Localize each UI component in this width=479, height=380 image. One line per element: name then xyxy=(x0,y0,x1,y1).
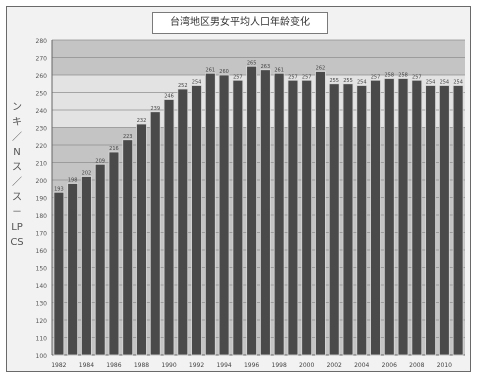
y-tick-label: 110 xyxy=(36,336,48,343)
y-tick-label: 120 xyxy=(36,318,48,325)
y-tick-label: 150 xyxy=(36,266,48,273)
y-tick-label: 180 xyxy=(36,213,48,220)
chart-title: 台湾地区男女平均人口年龄变化 xyxy=(152,12,328,34)
data-label: 255 xyxy=(343,78,353,84)
x-tick-label: 1994 xyxy=(216,362,231,369)
x-tick-label: 2010 xyxy=(437,362,452,369)
bar xyxy=(177,88,189,356)
bar xyxy=(246,65,257,356)
data-label: 258 xyxy=(398,73,408,79)
data-label: 255 xyxy=(329,78,339,84)
x-tick-label: 2000 xyxy=(299,362,314,369)
y-tick-label: 240 xyxy=(36,108,48,115)
data-label: 198 xyxy=(68,178,78,184)
bar xyxy=(218,74,230,356)
data-label: 261 xyxy=(206,67,216,73)
x-tick-label: 2008 xyxy=(409,362,424,369)
bar xyxy=(425,85,436,356)
data-label: 254 xyxy=(192,80,202,86)
x-tick-label: 1986 xyxy=(106,362,121,369)
y-tick-label: 250 xyxy=(36,91,48,98)
y-tick-label: 170 xyxy=(36,231,48,238)
y-tick-label: 140 xyxy=(36,283,48,290)
data-label: 261 xyxy=(274,67,284,73)
y-tick-label: 190 xyxy=(36,196,48,203)
data-label: 254 xyxy=(440,80,450,86)
bar xyxy=(315,71,326,356)
y-axis-label: ンキ／Nス／ス－LPCS xyxy=(10,102,24,248)
data-label: 223 xyxy=(123,134,133,140)
data-label: 254 xyxy=(426,80,436,86)
y-tick-label: 130 xyxy=(36,301,48,308)
y-tick-label: 100 xyxy=(36,353,48,360)
bar xyxy=(356,85,368,356)
data-label: 257 xyxy=(412,74,422,80)
bar xyxy=(191,85,202,356)
x-tick-label: 1984 xyxy=(79,362,94,369)
x-tick-label: 2004 xyxy=(354,362,369,369)
y-tick-label: 280 xyxy=(36,38,48,45)
bar xyxy=(204,72,216,356)
bar xyxy=(149,111,161,356)
data-label: 252 xyxy=(178,83,188,89)
data-label: 258 xyxy=(385,73,395,79)
bar xyxy=(67,183,79,356)
plot-band xyxy=(52,75,465,128)
y-tick-label: 270 xyxy=(36,56,48,63)
data-label: 239 xyxy=(150,106,160,112)
bar xyxy=(397,78,409,356)
bar xyxy=(383,78,395,356)
data-label: 202 xyxy=(82,171,92,177)
bar xyxy=(94,163,106,356)
bar xyxy=(342,83,354,356)
data-label: 265 xyxy=(247,60,257,66)
y-tick-label: 210 xyxy=(36,161,48,168)
bar xyxy=(438,85,450,356)
data-label: 254 xyxy=(453,80,463,86)
bar xyxy=(273,72,285,356)
data-label: 257 xyxy=(302,74,312,80)
bar xyxy=(122,139,134,356)
x-tick-label: 2002 xyxy=(327,362,342,369)
data-label: 193 xyxy=(54,186,64,192)
bar xyxy=(452,85,464,356)
x-tick-label: 1982 xyxy=(51,362,66,369)
bar xyxy=(53,191,65,356)
bar xyxy=(287,79,299,356)
data-label: 257 xyxy=(371,74,381,80)
bar xyxy=(411,79,423,356)
data-label: 216 xyxy=(109,146,119,152)
data-label: 254 xyxy=(357,80,367,86)
bar xyxy=(301,79,313,356)
data-label: 257 xyxy=(233,74,243,80)
y-tick-label: 230 xyxy=(36,126,48,133)
x-tick-label: 1998 xyxy=(272,362,287,369)
bar xyxy=(328,83,340,356)
data-label: 246 xyxy=(164,94,174,100)
x-tick-label: 1992 xyxy=(189,362,204,369)
x-tick-label: 1996 xyxy=(244,362,259,369)
x-tick-label: 1990 xyxy=(161,362,176,369)
y-tick-label: 220 xyxy=(36,143,48,150)
bar xyxy=(81,176,92,356)
bar xyxy=(232,79,244,356)
data-label: 263 xyxy=(261,64,271,70)
bar xyxy=(136,123,147,356)
y-tick-label: 260 xyxy=(36,73,48,80)
bar xyxy=(260,69,271,356)
y-tick-label: 160 xyxy=(36,248,48,255)
bar xyxy=(370,79,381,356)
data-label: 260 xyxy=(219,69,229,75)
data-label: 262 xyxy=(316,66,326,72)
y-tick-label: 200 xyxy=(36,178,48,185)
x-tick-label: 1988 xyxy=(134,362,149,369)
data-label: 209 xyxy=(95,158,105,164)
data-label: 232 xyxy=(137,118,147,124)
data-label: 257 xyxy=(288,74,298,80)
x-tick-label: 2006 xyxy=(382,362,397,369)
bar xyxy=(108,151,120,356)
bar xyxy=(163,99,175,356)
